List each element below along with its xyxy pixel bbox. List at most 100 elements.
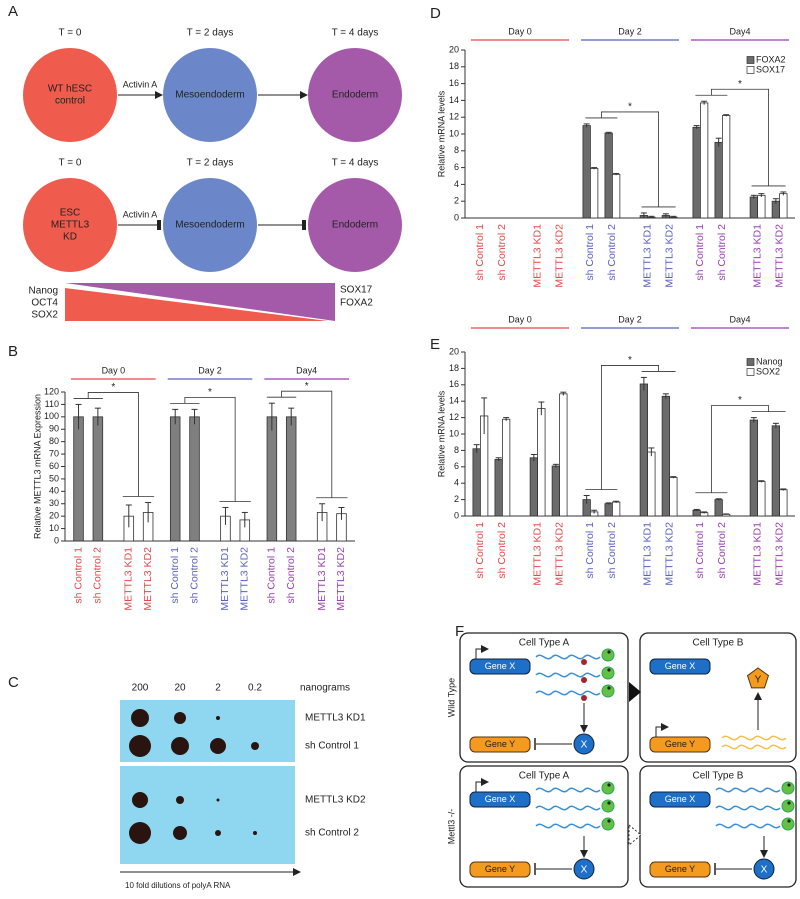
marker-gene: SOX2 [31,310,58,321]
m6a-dot [607,801,611,805]
x-tick-label: METTL3 KD2 [553,522,565,586]
cell-title: Cell Type A [519,638,570,649]
y-tick-label: 50 [49,473,59,483]
legend-label: SOX17 [756,64,785,74]
gene-y [469,736,531,753]
unit-label: nanograms [300,683,350,694]
row-label: Mettl3 -/- [446,809,456,845]
promoter-arrow [655,723,669,737]
x-tick-label: sh Control 2 [496,224,508,281]
cell-state [163,48,257,142]
bar [722,115,731,219]
x-tick-label: sh Control 2 [285,547,297,604]
bar [612,173,621,219]
gene-x [469,658,531,675]
blot-dot [129,822,151,844]
mrna [535,787,601,793]
footer-label: 10 fold dilutions of polyA RNA [125,881,231,890]
gene-label: Gene Y [485,864,515,874]
y-tick-label: 12 [449,112,459,122]
dose-label: 0.2 [248,683,262,694]
dose-label: 20 [174,683,186,694]
x-tick-label: sh Control 1 [169,547,181,604]
group-label: Day 2 [618,26,642,36]
arrow-label: Activin A [123,79,158,89]
m6a-mark [781,817,795,831]
group-label: Day 0 [508,314,532,324]
x-tick-label: sh Control 1 [694,224,706,281]
cell-state-label: KD [63,232,77,243]
mrna [535,823,601,829]
protein-x [573,733,595,755]
gene-label: Gene X [665,794,696,804]
m6a-dot [787,819,791,823]
x-tick-label: METTL3 KD2 [663,224,675,288]
cell-state [308,48,402,142]
y-tick-label: 18 [449,61,459,71]
x-tick-label: sh Control 1 [474,224,486,281]
transition-blocked [628,823,642,847]
cell: Cell Type A Gene X Gene Y X [459,765,629,888]
reader [581,677,587,683]
panel-letter: F [455,623,464,640]
bar [749,196,758,219]
y-tick-label: 4 [454,179,459,189]
time-label: T = 4 days [332,158,379,169]
cell-state [308,178,402,272]
promoter-arrow [475,645,489,659]
protein-label: X [581,865,588,876]
panel-letter: D [430,5,441,22]
gene-label: Gene X [665,661,696,671]
gene-x [469,791,531,808]
y-tick-label: 18 [449,363,459,373]
x-tick-label: METTL3 KD1 [641,522,653,586]
x-tick-label: sh Control 1 [72,547,84,604]
m6a-mark [781,799,795,813]
m6a-mark [601,684,615,698]
x-tick-label: METTL3 KD2 [239,547,251,611]
protein-label: X [761,865,768,876]
y-tick-label: 120 [44,386,59,396]
bar [604,503,613,517]
y-tick-label: 20 [449,44,459,54]
dose-label: 2 [215,683,221,694]
bar [779,193,788,219]
cell-state-label: METTL3 [51,220,90,231]
significance-bracket [585,365,676,490]
significance-bracket [695,88,786,187]
block-bar [302,220,306,230]
row-label: METTL3 KD2 [305,795,366,806]
significance-label: * [111,382,115,393]
y-tick-label: 20 [449,346,459,356]
m6a-dot [607,650,611,654]
bar [692,509,701,517]
significance-label: * [738,79,742,90]
panel-letter: C [8,674,19,691]
cell-state-label: Mesoendoderm [175,220,244,231]
y-tick-label: 8 [454,445,459,455]
cell-state-label: control [55,96,85,107]
x-tick-label: METTL3 KD2 [142,547,154,611]
bar [559,393,568,517]
x-tick-label: sh Control 1 [694,522,706,579]
marker-gene: SOX17 [340,285,373,296]
mrna [715,787,781,793]
x-tick-label: sh Control 1 [474,522,486,579]
panel-letter: B [8,343,18,360]
cell-state [163,178,257,272]
gradient-purple [65,283,335,321]
time-label: T = 0 [59,28,82,39]
protein-label: Y [755,675,762,686]
y-tick-label: 0 [454,510,459,520]
x-tick-label: METTL3 KD1 [531,522,543,586]
bar-chart: 0 2 4 6 8 10 12 14 16 18 20 Relative mRNA levels sh … [436,26,795,288]
cell-state [23,178,117,272]
bar [92,416,104,542]
y-tick-label: 2 [454,196,459,206]
y-tick-label: 8 [454,145,459,155]
gene-label: Gene Y [485,739,515,749]
bar [551,465,560,517]
mrna [721,744,787,750]
bar [590,168,599,219]
